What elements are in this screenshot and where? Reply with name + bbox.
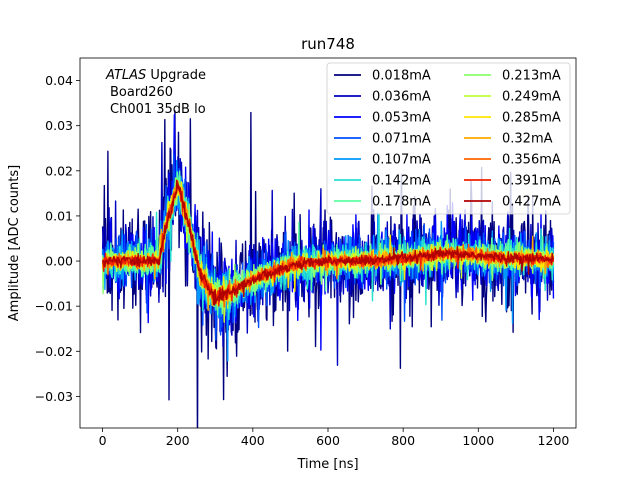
x-tick-label: 0 — [99, 433, 107, 448]
legend: 0.018mA 0.036mA 0.053mA 0.071mA 0.107mA 0.142… — [326, 62, 571, 215]
legend-label: 0.142mA — [372, 174, 431, 189]
legend-label: 0.018mA — [372, 69, 431, 84]
x-tick-label: 400 — [241, 433, 265, 448]
y-tick-label: −0.02 — [35, 344, 73, 359]
legend-label: 0.213mA — [502, 69, 561, 84]
y-tick-label: 0.00 — [45, 254, 73, 269]
legend-label: 0.249mA — [502, 90, 561, 105]
y-tick-label: −0.03 — [35, 389, 73, 404]
legend-label: 0.036mA — [372, 90, 431, 105]
x-tick-label: 1000 — [462, 433, 494, 448]
x-tick-label: 1200 — [538, 433, 570, 448]
legend-box — [326, 62, 571, 215]
y-tick-label: 0.02 — [45, 163, 73, 178]
legend-label: 0.107mA — [372, 153, 431, 168]
annotation-upgrade: Upgrade — [146, 68, 206, 83]
legend-label: 0.285mA — [502, 111, 561, 126]
y-tick-label: −0.01 — [35, 299, 73, 314]
series-line-14 — [101, 179, 555, 306]
annotation-line-2: Board260 — [110, 85, 173, 100]
legend-label: 0.427mA — [502, 195, 561, 210]
y-tick-label: 0.03 — [45, 118, 73, 133]
series-layer — [101, 110, 555, 428]
x-tick-label: 600 — [316, 433, 340, 448]
annotation-line-3: Ch001 35dB lo — [110, 102, 206, 117]
y-tick-label: 0.01 — [45, 208, 73, 223]
y-tick-label: 0.04 — [45, 73, 73, 88]
legend-label: 0.356mA — [502, 153, 561, 168]
legend-label: 0.053mA — [372, 111, 431, 126]
y-axis: −0.03 −0.02 −0.01 0.00 0.01 0.02 0.03 0.04 — [35, 73, 80, 404]
legend-label: 0.071mA — [372, 132, 431, 147]
y-axis-label: Amplitude [ADC counts] — [7, 165, 22, 321]
annotation-line-1: ATLAS Upgrade — [105, 68, 206, 83]
annotation-atlas: ATLAS — [105, 68, 146, 83]
x-axis-label: Time [ns] — [296, 457, 358, 472]
chart-title: run748 — [301, 35, 355, 53]
legend-label: 0.32mA — [502, 132, 553, 147]
atlas-annotation: ATLAS Upgrade Board260 Ch001 35dB lo — [105, 68, 206, 117]
legend-label: 0.178mA — [372, 195, 431, 210]
legend-label: 0.391mA — [502, 174, 561, 189]
x-tick-label: 800 — [391, 433, 415, 448]
x-tick-label: 200 — [166, 433, 190, 448]
x-axis: 0 200 400 600 800 1000 1200 — [99, 428, 570, 448]
